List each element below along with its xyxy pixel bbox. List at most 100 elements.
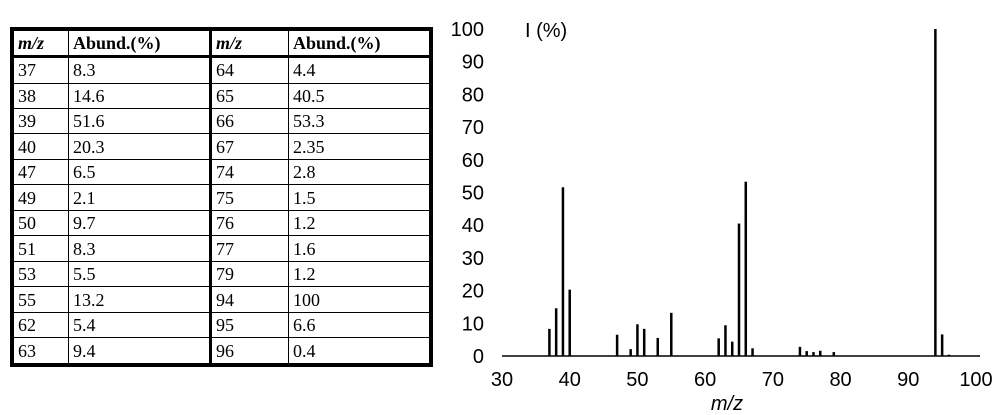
spectrum-bar [636,324,639,356]
y-tick-label: 10 [462,313,484,335]
x-tick-label: 50 [626,369,648,391]
spectrum-bar [737,223,741,356]
spectrum-bar [656,338,659,356]
header-abund-2: Abund.(%) [288,30,430,58]
abundance-cell: 9.7 [68,209,212,237]
abundance-cell: 20.3 [68,133,212,160]
mz-cell: 79 [210,260,289,288]
mz-cell: 67 [210,133,289,160]
spectrum-bar [629,349,632,356]
mz-cell: 96 [210,337,289,364]
spectrum-bar [798,346,802,356]
mz-cell: 64 [210,56,289,84]
abundance-cell: 8.3 [68,235,212,262]
table-row: 38 14.6 65 40.5 [13,82,430,110]
mz-cell: 55 [13,286,69,313]
header-mz-2: m/z [210,30,289,58]
spectrum-bar [940,334,944,356]
mz-cell: 50 [13,209,69,237]
table-row: 50 9.7 76 1.2 [13,209,430,237]
abundance-cell: 14.6 [68,82,212,110]
spectrum-bar [805,351,808,356]
table-row: 55 13.2 94 100 [13,286,430,313]
spectrum-bar [934,29,937,356]
abundance-cell: 4.4 [288,56,430,84]
abundance-cell: 2.8 [288,158,430,186]
spectrum-bar [642,328,646,356]
spectrum-bar [548,328,551,356]
y-tick-label: 80 [462,84,484,106]
spectrum-bar [812,352,815,356]
abundance-cell: 1.6 [288,235,430,262]
spectrum-bar [554,308,558,356]
mz-cell: 94 [210,286,289,313]
y-tick-label: 30 [462,248,484,270]
abundance-table: m/z Abund.(%) m/z Abund.(%) 37 8.3 64 4.4 38… [13,30,430,364]
mz-cell: 63 [13,337,69,364]
table-row: 39 51.6 66 53.3 [13,107,430,135]
mz-cell: 62 [13,311,69,339]
spectrum-bar [819,350,822,356]
x-tick-label: 90 [897,369,919,391]
abundance-cell: 5.4 [68,311,212,339]
mz-cell: 49 [13,184,69,211]
mz-cell: 76 [210,209,289,237]
abundance-cell: 13.2 [68,286,212,313]
mz-cell: 37 [13,56,69,84]
spectrum-bar [717,338,720,356]
mass-spectrum-chart: 0 10 20 30 40 50 60 70 80 90 100 30 40 50 60 70 80 90 100… [451,19,993,415]
abundance-cell: 2.35 [288,133,430,160]
abundance-table-container: m/z Abund.(%) m/z Abund.(%) 37 8.3 64 4.4 38… [10,27,433,367]
spectrum-bar [561,187,565,356]
x-tick-label: 80 [829,369,851,391]
x-tick-label: 70 [762,369,784,391]
y-tick-label: 100 [451,19,484,41]
abundance-cell: 51.6 [68,107,212,135]
table-header-row: m/z Abund.(%) m/z Abund.(%) [13,30,430,58]
x-axis-label: m/z [711,393,743,415]
mz-cell: 66 [210,107,289,135]
spectrum-bar [670,312,673,356]
x-tick-label: 30 [491,369,513,391]
abundance-cell: 6.5 [68,158,212,186]
mz-cell: 53 [13,260,69,288]
abundance-cell: 1.2 [288,209,430,237]
y-axis-label: I (%) [525,20,567,42]
mz-cell: 40 [13,133,69,160]
spectrum-bar [744,181,748,356]
table-row: 37 8.3 64 4.4 [13,56,430,84]
y-tick-label: 60 [462,150,484,172]
abundance-cell: 53.3 [288,107,430,135]
mz-cell: 51 [13,235,69,262]
mz-cell: 95 [210,311,289,339]
y-tick-label: 70 [462,117,484,139]
abundance-cell: 1.2 [288,260,430,288]
mz-cell: 38 [13,82,69,110]
spectrum-bar [832,352,836,356]
mz-cell: 77 [210,235,289,262]
abundance-cell: 2.1 [68,184,212,211]
y-tick-label: 0 [473,346,484,368]
abundance-cell: 9.4 [68,337,212,364]
table-body: 37 8.3 64 4.4 38 14.6 65 40.5 39 51.6 66 53.3 40 20.3… [13,56,430,364]
table-row: 63 9.4 96 0.4 [13,337,430,364]
table-row: 53 5.5 79 1.2 [13,260,430,288]
abundance-cell: 8.3 [68,56,212,84]
x-tick-label: 60 [694,369,716,391]
y-tick-label: 40 [462,215,484,237]
abundance-cell: 40.5 [288,82,430,110]
mz-cell: 39 [13,107,69,135]
x-tick-label: 100 [959,369,992,391]
table-row: 40 20.3 67 2.35 [13,133,430,160]
table-row: 49 2.1 75 1.5 [13,184,430,211]
mz-cell: 74 [210,158,289,186]
mz-cell: 75 [210,184,289,211]
x-axis-ticks: 30 40 50 60 70 80 90 100 [491,369,993,391]
spectrum-bar [615,334,619,356]
spectrum-bar [724,325,727,356]
table-row: 62 5.4 95 6.6 [13,311,430,339]
y-axis-ticks: 0 10 20 30 40 50 60 70 80 90 100 [451,19,484,368]
mz-cell: 47 [13,158,69,186]
header-mz-1: m/z [13,30,69,58]
table-row: 47 6.5 74 2.8 [13,158,430,186]
